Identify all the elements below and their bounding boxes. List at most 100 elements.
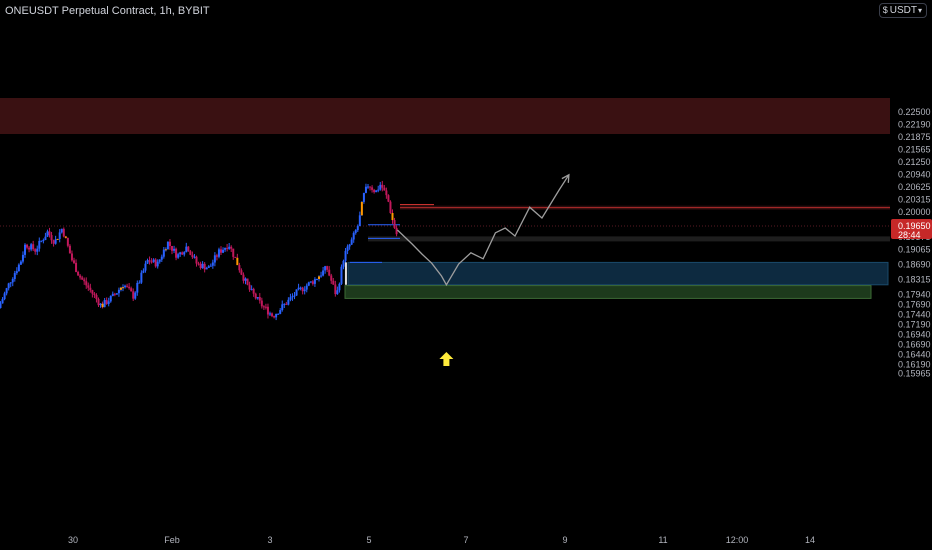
candle-body <box>109 295 112 302</box>
candle-body <box>119 287 122 290</box>
candle-body <box>36 248 39 252</box>
candle-body <box>262 306 265 308</box>
candle-body <box>81 277 84 280</box>
supply-zone <box>0 98 890 134</box>
candle-body <box>144 263 147 271</box>
candle-body <box>113 293 116 295</box>
candle-body <box>181 252 184 255</box>
price-tick-label: 0.21875 <box>898 132 931 142</box>
candle-body <box>40 240 43 242</box>
candle-body <box>146 260 149 264</box>
time-tick-label: 9 <box>562 535 567 545</box>
candle-body <box>79 275 82 278</box>
current-price-label: 0.19650 <box>898 221 931 231</box>
candle-body <box>346 246 349 251</box>
candle-body <box>273 316 276 318</box>
candle-body <box>348 244 351 247</box>
price-tick-label: 0.17190 <box>898 319 931 329</box>
candle-body <box>379 184 382 190</box>
candle-body <box>136 282 139 293</box>
candle-body <box>130 288 133 292</box>
candle-body <box>205 267 208 270</box>
candle-body <box>230 246 233 249</box>
candle-body <box>358 215 361 227</box>
candle-body <box>324 266 327 271</box>
candle-body <box>383 187 386 191</box>
time-tick-label: 14 <box>805 535 815 545</box>
candle-body <box>140 272 143 283</box>
candle-body <box>303 289 306 292</box>
demand-zone-blue <box>347 261 889 286</box>
candle-body <box>297 287 300 290</box>
candle-body <box>367 186 369 188</box>
price-axis: 0.22500 0.22190 0.21875 0.21565 0.21250 0.209… <box>891 107 932 378</box>
candle-body <box>111 293 114 296</box>
time-tick-label: 11 <box>658 535 667 545</box>
candle-body <box>34 249 37 252</box>
candle-body <box>315 279 318 281</box>
candle-body <box>54 239 57 244</box>
price-tick-label: 0.16690 <box>898 339 931 349</box>
candle-body <box>89 287 92 291</box>
price-tick-label: 0.17440 <box>898 309 931 319</box>
candle-body <box>166 241 169 250</box>
candle-body <box>213 255 216 263</box>
candle-body <box>360 201 363 216</box>
candle-body <box>30 244 33 250</box>
candle-body <box>91 290 94 294</box>
price-tick-label: 0.22190 <box>898 119 931 129</box>
candle-body <box>58 232 61 239</box>
candle-body <box>254 293 257 299</box>
candle-body <box>11 278 14 283</box>
candle-body <box>224 247 227 250</box>
candle-body <box>356 226 359 231</box>
candle-body <box>168 241 171 246</box>
candle-body <box>171 245 173 251</box>
candle-body <box>138 282 141 284</box>
candle-body <box>258 297 261 301</box>
time-tick-label: 5 <box>366 535 371 545</box>
candle-body <box>285 303 288 305</box>
candle-body <box>260 300 263 307</box>
candle-body <box>389 201 392 213</box>
candle-body <box>264 306 267 308</box>
time-tick-label: 7 <box>463 535 468 545</box>
candle-body <box>28 247 31 250</box>
candle-body <box>301 287 304 292</box>
chart-title: ONEUSDT Perpetual Contract, 1h, BYBIT <box>5 5 210 17</box>
candle-body <box>193 256 196 258</box>
support-line-band <box>368 236 890 242</box>
candle-body <box>42 240 45 242</box>
candle-body-highlight <box>344 262 347 285</box>
quote-currency-button[interactable]: $ USDT▾ <box>878 3 927 18</box>
price-tick-label: 0.19065 <box>898 244 931 254</box>
candle-body <box>115 293 118 295</box>
time-tick-label: 12:00 <box>726 535 749 545</box>
candle-body <box>350 239 353 245</box>
time-tick-label: 3 <box>267 535 272 545</box>
candle-body <box>334 284 337 295</box>
candle-body <box>381 184 384 188</box>
candle-body <box>99 303 102 306</box>
candle-body <box>211 262 214 266</box>
candle-body <box>17 264 20 272</box>
price-tick-label: 0.15965 <box>898 368 931 378</box>
candle-body <box>77 271 80 276</box>
levels-layer <box>0 204 890 263</box>
candle-body <box>371 187 374 190</box>
time-axis: 30 Feb 3 5 7 9 11 12:00 14 <box>68 535 815 545</box>
candle-body <box>117 289 120 294</box>
candle-body <box>175 248 178 258</box>
candle-body <box>75 262 78 272</box>
candle-body <box>228 246 231 249</box>
candle-body <box>246 278 249 285</box>
candle-body <box>126 285 129 287</box>
candle-body <box>32 244 35 250</box>
candle-body <box>311 281 314 284</box>
candle-body <box>275 313 278 318</box>
candle-body <box>7 283 10 289</box>
candle-body <box>173 248 176 251</box>
candle-body <box>68 245 71 254</box>
candle-body <box>320 275 323 277</box>
